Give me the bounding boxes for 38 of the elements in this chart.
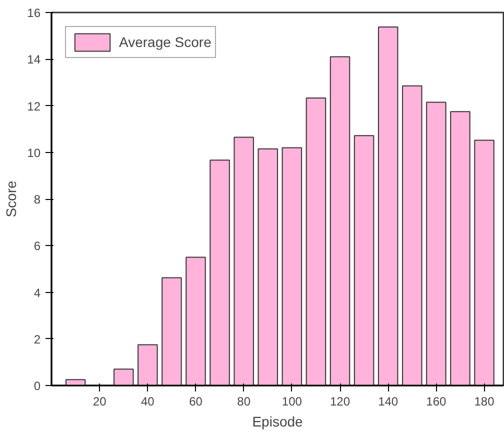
bar <box>402 85 422 386</box>
y-tick-label: 4 <box>34 286 41 300</box>
bar <box>282 147 302 386</box>
x-tick-label: 80 <box>237 394 251 408</box>
bar <box>162 277 182 386</box>
bar <box>65 379 86 386</box>
x-tick-label: 140 <box>378 394 398 408</box>
legend-label: Average Score <box>119 34 212 50</box>
y-tick-label: 14 <box>27 52 41 67</box>
bar <box>474 140 494 386</box>
y-tick-label: 0 <box>34 379 41 393</box>
y-axis-title: Score <box>3 180 20 218</box>
y-tick-label: 10 <box>27 146 41 160</box>
bar <box>426 102 446 386</box>
bar <box>354 135 374 386</box>
x-tick-label: 20 <box>92 394 107 408</box>
y-tick-label: 6 <box>34 239 41 254</box>
x-tick-label: 180 <box>474 394 495 408</box>
x-tick-label: 40 <box>140 394 155 408</box>
x-tick-label: 60 <box>189 394 203 408</box>
bar <box>450 111 470 386</box>
x-axis-title: Episode <box>252 414 304 430</box>
bar <box>210 160 230 386</box>
y-tick-label: 8 <box>34 192 41 206</box>
bar <box>330 56 350 386</box>
bar <box>234 136 254 386</box>
y-tick-label: 12 <box>27 99 41 114</box>
bar <box>378 26 398 386</box>
y-tick-label: 2 <box>34 332 41 346</box>
x-tick-label: 100 <box>282 394 302 408</box>
x-tick-label: 120 <box>330 394 350 408</box>
bar <box>258 148 278 386</box>
bar <box>114 368 134 386</box>
x-tick-label: 160 <box>426 394 447 408</box>
bar <box>306 98 326 386</box>
bar <box>138 344 158 386</box>
bar <box>186 256 206 386</box>
y-tick-label: 16 <box>27 6 41 20</box>
